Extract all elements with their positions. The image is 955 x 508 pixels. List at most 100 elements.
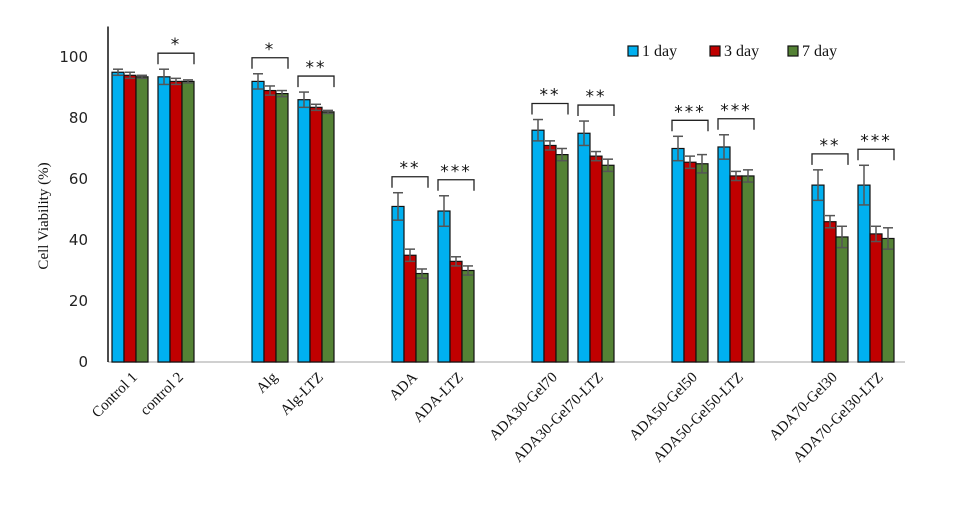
error-bar (451, 256, 461, 267)
significance-bracket (811, 153, 849, 165)
bar (437, 210, 451, 363)
error-bar (743, 169, 753, 183)
axes: 0 20 40 60 80 100 (59, 26, 905, 371)
error-bar (731, 170, 741, 182)
bars (111, 68, 895, 363)
significance-stars: ** (540, 86, 561, 106)
bar (695, 163, 709, 363)
bar (403, 254, 417, 363)
bar (811, 184, 825, 363)
bar (601, 164, 615, 363)
error-bar (533, 118, 543, 142)
legend-swatch (709, 45, 721, 57)
bar (683, 161, 697, 363)
significance-stars: *** (440, 162, 472, 182)
bar (741, 175, 755, 363)
category-label: ADA30-Gel70-LTZ (510, 370, 606, 466)
error-bar (311, 103, 321, 112)
error-bar (673, 135, 683, 162)
bar (309, 106, 323, 363)
error-bar (579, 120, 589, 147)
bar (157, 76, 171, 363)
error-bar (825, 214, 835, 229)
bar (869, 233, 883, 363)
significance-markers: * ***** ***** ***** ***** *** (157, 35, 895, 191)
significance-bracket (717, 118, 755, 130)
category-label: ADA50-Gel50-LTZ (650, 370, 746, 466)
bar (531, 129, 545, 363)
bar (835, 236, 849, 363)
error-bar (277, 89, 287, 98)
error-bar (685, 155, 695, 170)
error-bar (719, 134, 729, 160)
significance-stars: ** (820, 136, 841, 156)
bar (449, 260, 463, 363)
error-bar (323, 109, 333, 115)
significance-bracket (391, 176, 429, 188)
bar (181, 80, 195, 363)
bar (297, 99, 311, 363)
bar (857, 184, 871, 363)
error-bar (883, 227, 893, 250)
significance-stars: ** (400, 159, 421, 179)
error-bar (557, 147, 567, 162)
category-label: Alg-LTZ (278, 370, 327, 419)
bar (717, 146, 731, 363)
legend-label: 1 day (642, 43, 677, 60)
y-tick-label: 60 (69, 170, 88, 188)
legend-label: 3 day (724, 43, 759, 60)
error-bar (417, 268, 427, 279)
bar (671, 147, 685, 363)
bar (391, 205, 405, 363)
y-tick-label: 40 (69, 231, 88, 249)
significance-stars: ** (306, 58, 327, 78)
error-bar (253, 73, 263, 90)
significance-stars: *** (674, 102, 706, 122)
category-label: Alg (254, 369, 282, 397)
significance-stars: *** (720, 101, 752, 121)
error-bar (405, 248, 415, 263)
y-tick-label: 0 (78, 353, 88, 371)
error-bar (813, 169, 823, 202)
y-tick-label: 80 (69, 109, 88, 127)
category-label: control 2 (138, 370, 187, 419)
significance-stars: * (171, 35, 182, 55)
error-bar (183, 79, 193, 84)
error-bar (113, 68, 123, 77)
bar (251, 80, 265, 363)
error-bar (439, 195, 449, 228)
bar (589, 155, 603, 363)
significance-stars: ** (586, 87, 607, 107)
bar (123, 74, 137, 363)
significance-stars: *** (860, 131, 892, 151)
error-bar (859, 164, 869, 206)
y-tick-label: 100 (59, 48, 88, 66)
error-bar (697, 153, 707, 174)
error-bar (171, 77, 181, 86)
significance-bracket (857, 148, 895, 161)
bar (321, 111, 335, 363)
legend: 1 day 3 day 7 day (627, 43, 837, 60)
bar (823, 221, 837, 363)
legend-label: 7 day (802, 43, 837, 60)
error-bar (299, 91, 309, 109)
error-bar (125, 71, 135, 80)
error-bar (393, 191, 403, 221)
significance-bracket (671, 119, 709, 132)
category-label: ADA-LTZ (411, 370, 467, 426)
significance-bracket (577, 104, 615, 117)
significance-bracket (251, 57, 289, 69)
significance-bracket (531, 102, 569, 115)
significance-bracket (157, 52, 195, 65)
error-bar (159, 68, 169, 86)
bar (135, 76, 149, 363)
bar (415, 272, 429, 363)
bar (729, 175, 743, 363)
significance-bracket (437, 179, 475, 191)
y-tick-label: 20 (69, 292, 88, 310)
y-axis-label: Cell Viability (%) (36, 162, 52, 269)
bar (275, 92, 289, 363)
bar (169, 80, 183, 363)
significance-stars: * (265, 40, 276, 60)
